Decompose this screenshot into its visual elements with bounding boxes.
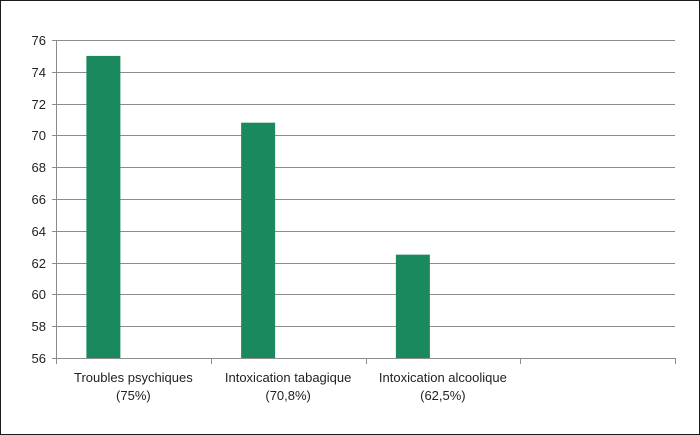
y-tick-label: 60: [32, 287, 46, 302]
y-tick-label: 62: [32, 256, 46, 271]
y-tick-label: 56: [32, 351, 46, 366]
y-tick-label: 76: [32, 33, 46, 48]
x-tick-label: Troubles psychiques: [74, 370, 193, 385]
x-tick-label: (75%): [116, 388, 151, 403]
y-tick-label: 72: [32, 97, 46, 112]
axes: [56, 40, 676, 364]
y-tick-label: 58: [32, 319, 46, 334]
y-tick-label: 70: [32, 128, 46, 143]
x-tick-label: Intoxication alcoolique: [379, 370, 507, 385]
bar: [395, 254, 430, 358]
y-tick-label: 68: [32, 160, 46, 175]
y-tick-label: 66: [32, 192, 46, 207]
bar: [241, 122, 276, 359]
x-axis-category-labels: Troubles psychiques (75%) Intoxication tab…: [74, 370, 507, 403]
bars: [86, 55, 430, 359]
x-tick-label: (62,5%): [420, 388, 466, 403]
gridlines: [52, 40, 675, 359]
y-tick-label: 64: [32, 224, 46, 239]
bar: [86, 55, 121, 359]
y-axis-tick-labels: 56 58 60 62 64 66 68 70 72 74 76: [32, 33, 46, 366]
x-tick-label: Intoxication tabagique: [225, 370, 351, 385]
x-tick-label: (70,8%): [265, 388, 311, 403]
y-tick-label: 74: [32, 65, 46, 80]
